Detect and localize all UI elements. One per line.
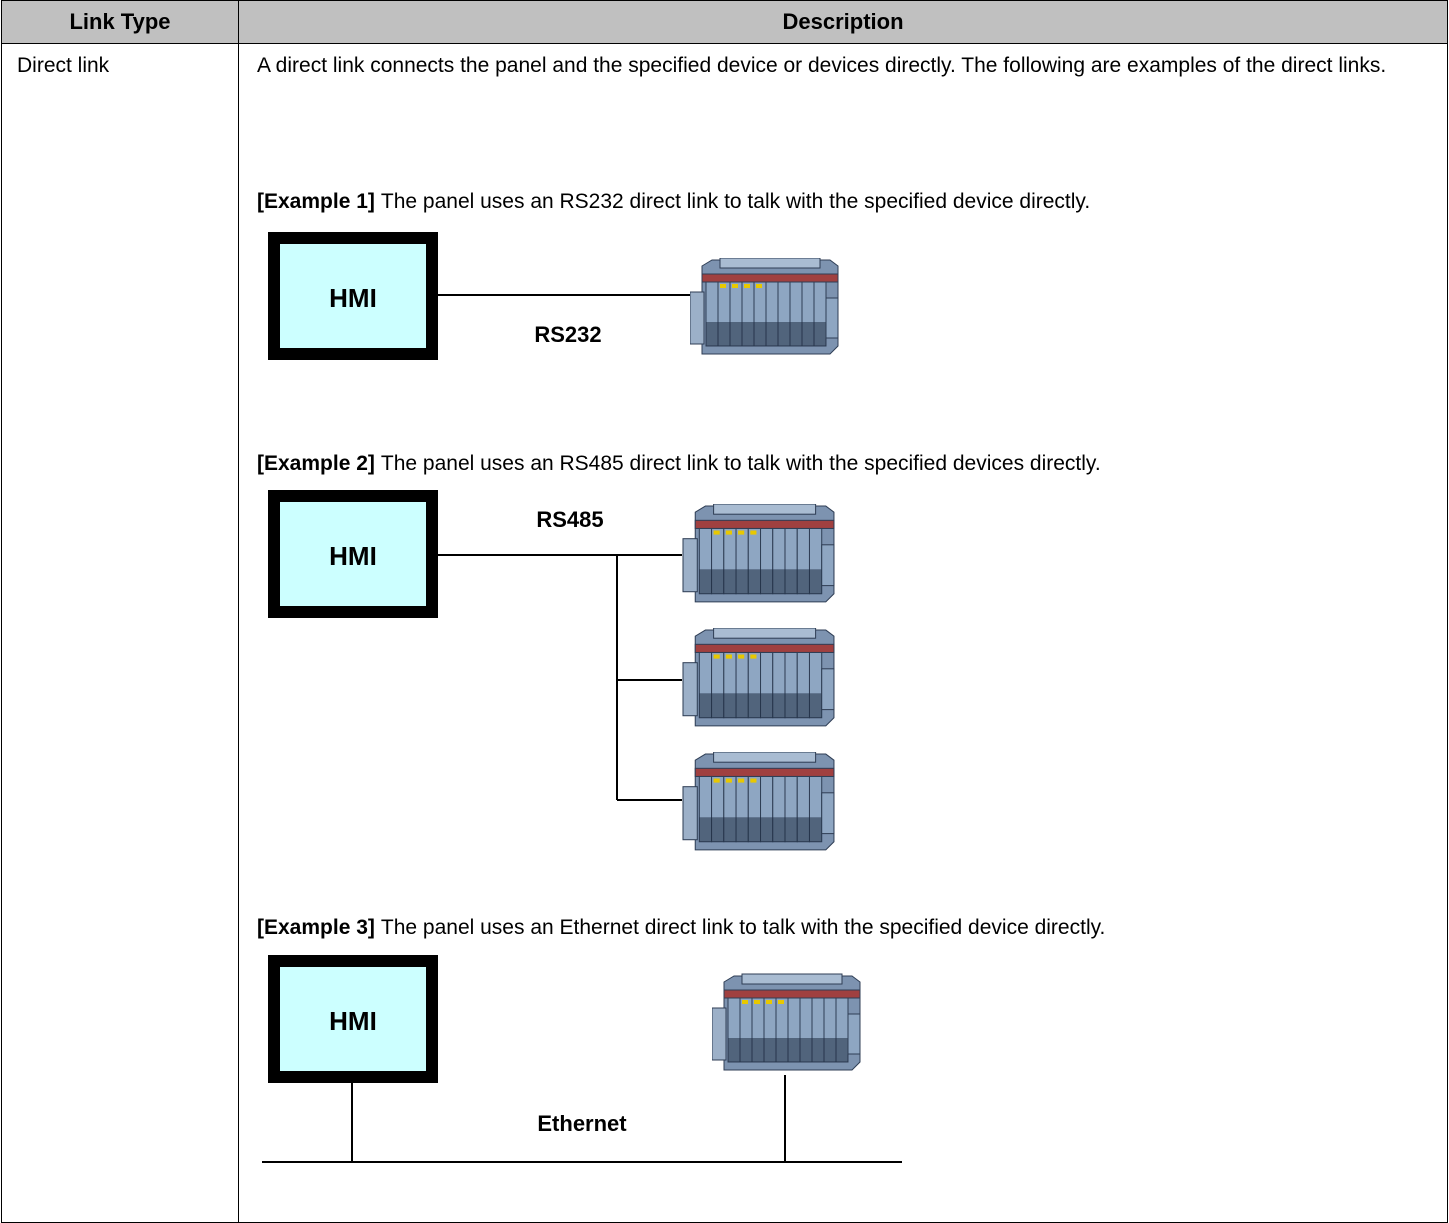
example-text: The panel uses an RS232 direct link to t… bbox=[380, 190, 1091, 213]
plc-device bbox=[682, 628, 835, 727]
hmi-panel bbox=[268, 232, 438, 360]
example-caption: [Example 1] The panel uses an RS232 direc… bbox=[257, 186, 1090, 217]
example-label: [Example 3] bbox=[257, 916, 375, 939]
link-type: Direct link bbox=[17, 54, 110, 77]
example-text: The panel uses an RS485 direct link to t… bbox=[380, 452, 1101, 475]
link-label: RS485 bbox=[536, 507, 603, 532]
connection-lines bbox=[262, 294, 902, 1163]
example-caption: [Example 3] The panel uses an Ethernet di… bbox=[257, 912, 1105, 943]
hmi-label: HMI bbox=[329, 1006, 377, 1036]
plc-device bbox=[682, 504, 835, 603]
example-caption: [Example 2] The panel uses an RS485 direc… bbox=[257, 448, 1101, 479]
header-cell: Link Type bbox=[1, 0, 239, 44]
hmi-panel bbox=[268, 490, 438, 618]
plc-device bbox=[682, 752, 835, 851]
hmi-label: HMI bbox=[329, 283, 377, 313]
hmi-panel bbox=[268, 955, 438, 1083]
intro-text: A direct link connects the panel and the… bbox=[257, 54, 1387, 77]
example-label: [Example 1] bbox=[257, 190, 375, 213]
example-label: [Example 2] bbox=[257, 452, 375, 475]
example-text: The panel uses an Ethernet direct link t… bbox=[380, 916, 1106, 939]
link-label: Ethernet bbox=[537, 1111, 627, 1136]
plc-device bbox=[712, 973, 861, 1071]
plc-device bbox=[690, 258, 839, 355]
link-label: RS232 bbox=[534, 322, 601, 347]
hmi-label: HMI bbox=[329, 541, 377, 571]
